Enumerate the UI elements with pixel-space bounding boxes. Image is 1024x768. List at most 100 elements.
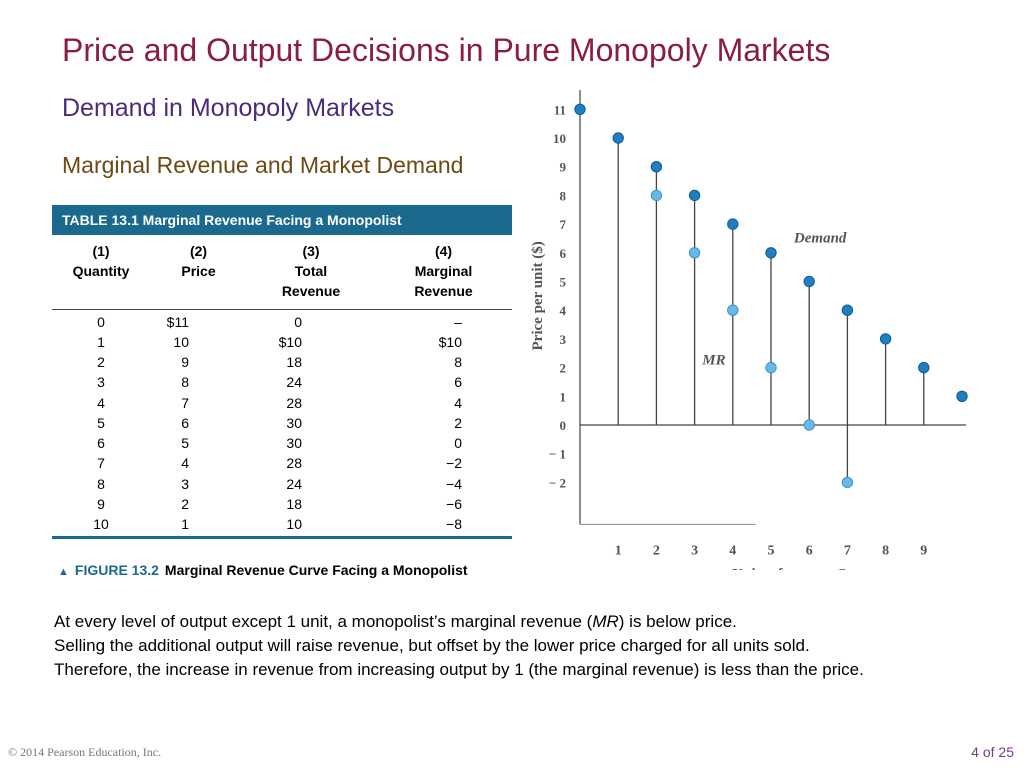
- cell-quantity: 1: [97, 333, 105, 350]
- triangle-icon: ▲: [58, 566, 69, 578]
- body-text: At every level of output except 1 unit, …: [54, 610, 964, 682]
- mr-point: [650, 189, 663, 202]
- column-header-quantity: (1) Quantity: [52, 235, 150, 310]
- table-row: 10 1 10 −8: [52, 514, 512, 534]
- cell-quantity: 7: [97, 455, 105, 472]
- demand-point: [727, 218, 739, 230]
- cell-quantity: 9: [97, 496, 105, 513]
- x-tick-label: 8: [882, 543, 889, 558]
- table-row: 9 2 18 −6: [52, 494, 512, 514]
- demand-label: Demand: [793, 230, 847, 246]
- x-tick-label: 1: [615, 543, 622, 558]
- cell-quantity: 5: [97, 414, 105, 431]
- cell-total-revenue: 30: [286, 435, 302, 452]
- demand-point: [879, 333, 892, 345]
- table-row: 0 $11 0 –: [52, 309, 512, 332]
- cell-total-revenue: 30: [286, 414, 302, 431]
- x-tick-label: 4: [729, 543, 736, 558]
- figure-caption-text: Marginal Revenue Curve Facing a Monopoli…: [164, 562, 468, 578]
- demand-point: [765, 247, 777, 259]
- mr-point: [727, 304, 739, 316]
- y-tick-label: 9: [560, 160, 567, 175]
- cell-total-revenue: 18: [286, 496, 302, 513]
- cell-total-revenue: 18: [286, 353, 302, 370]
- mr-point: [841, 476, 854, 489]
- cell-marginal-revenue: 4: [454, 394, 462, 411]
- y-tick-label: 8: [560, 188, 567, 203]
- body-line-1: At every level of output except 1 unit, …: [54, 612, 737, 631]
- cell-marginal-revenue: 2: [454, 414, 462, 431]
- cell-marginal-revenue: 6: [454, 374, 462, 391]
- cell-marginal-revenue: −6: [446, 496, 462, 513]
- cell-marginal-revenue: −8: [446, 516, 462, 533]
- table-row: 2 9 18 8: [52, 352, 512, 372]
- demand-point: [612, 132, 624, 144]
- cell-quantity: 4: [97, 394, 105, 411]
- table-row: 8 3 24 −4: [52, 474, 512, 494]
- cell-quantity: 0: [97, 313, 105, 330]
- table-header: TABLE 13.1 Marginal Revenue Facing a Mon…: [52, 205, 512, 235]
- cell-quantity: 6: [97, 435, 105, 452]
- slide-subtitle: Demand in Monopoly Markets: [62, 94, 395, 122]
- cell-price: 5: [181, 435, 189, 452]
- cell-total-revenue: 28: [286, 394, 302, 411]
- x-axis-label: Units of output, Q: [732, 566, 848, 570]
- y-tick-label: 7: [560, 217, 567, 232]
- cell-quantity: 10: [93, 516, 109, 533]
- cell-price: 9: [181, 353, 189, 370]
- x-tick-label: 3: [691, 543, 698, 558]
- y-tick-label: 6: [560, 246, 567, 261]
- demand-point: [918, 361, 930, 374]
- y-tick-label: 3: [560, 332, 567, 347]
- column-header-total-revenue: (3) Total Revenue: [247, 235, 375, 310]
- cell-price: 2: [181, 496, 189, 513]
- demand-point: [841, 304, 854, 316]
- demand-point: [688, 189, 701, 202]
- cell-total-revenue: 28: [286, 455, 302, 472]
- cell-price: $11: [166, 313, 189, 330]
- mr-point: [803, 419, 815, 431]
- cell-marginal-revenue: $10: [438, 333, 462, 350]
- y-tick-label: 0: [560, 418, 567, 433]
- column-header-price: (2) Price: [150, 235, 247, 310]
- table-row: 6 5 30 0: [52, 433, 512, 453]
- cell-quantity: 3: [97, 374, 105, 391]
- x-tick-label: 2: [653, 543, 660, 558]
- demand-point: [803, 275, 815, 288]
- x-tick-label: 7: [844, 543, 851, 558]
- x-tick-label: 5: [768, 543, 775, 558]
- page-number: 4 of 25: [971, 744, 1014, 760]
- y-axis-label: Price per unit ($): [530, 241, 546, 350]
- cell-marginal-revenue: −4: [446, 475, 462, 492]
- marginal-revenue-table: TABLE 13.1 Marginal Revenue Facing a Mon…: [52, 205, 512, 540]
- table-row: 7 4 28 −2: [52, 453, 512, 473]
- column-header-marginal-revenue: (4) Marginal Revenue: [375, 235, 512, 310]
- cell-total-revenue: $10: [278, 333, 302, 350]
- cell-total-revenue: 24: [286, 374, 302, 391]
- table-row: 3 8 24 6: [52, 372, 512, 392]
- y-tick-label: 1: [560, 389, 567, 404]
- cell-marginal-revenue: –: [454, 313, 462, 330]
- cell-marginal-revenue: 0: [454, 435, 462, 452]
- table-row: 5 6 30 2: [52, 413, 512, 433]
- figure-number: FIGURE 13.2: [74, 562, 159, 578]
- demand-point: [956, 390, 968, 402]
- cell-total-revenue: 0: [294, 313, 302, 330]
- figure-caption: ▲ FIGURE 13.2 Marginal Revenue Curve Facin…: [58, 562, 468, 578]
- cell-price: 7: [181, 394, 189, 411]
- table-row: 1 10 $10 $10: [52, 332, 512, 352]
- x-tick-label: 9: [920, 543, 927, 558]
- cell-price: 10: [173, 333, 189, 350]
- copyright: © 2014 Pearson Education, Inc.: [8, 745, 162, 759]
- section-heading: Marginal Revenue and Market Demand: [62, 152, 464, 178]
- cell-marginal-revenue: 8: [454, 353, 462, 370]
- body-line-3: Therefore, the increase in revenue from …: [54, 660, 864, 679]
- y-tick-label: 2: [560, 361, 567, 376]
- y-tick-label: 4: [560, 303, 567, 318]
- cell-price: 8: [181, 374, 189, 391]
- table-row: 4 7 28 4: [52, 392, 512, 412]
- demand-point: [574, 103, 586, 115]
- cell-price: 6: [181, 414, 189, 431]
- slide-title: Price and Output Decisions in Pure Monop…: [62, 32, 831, 68]
